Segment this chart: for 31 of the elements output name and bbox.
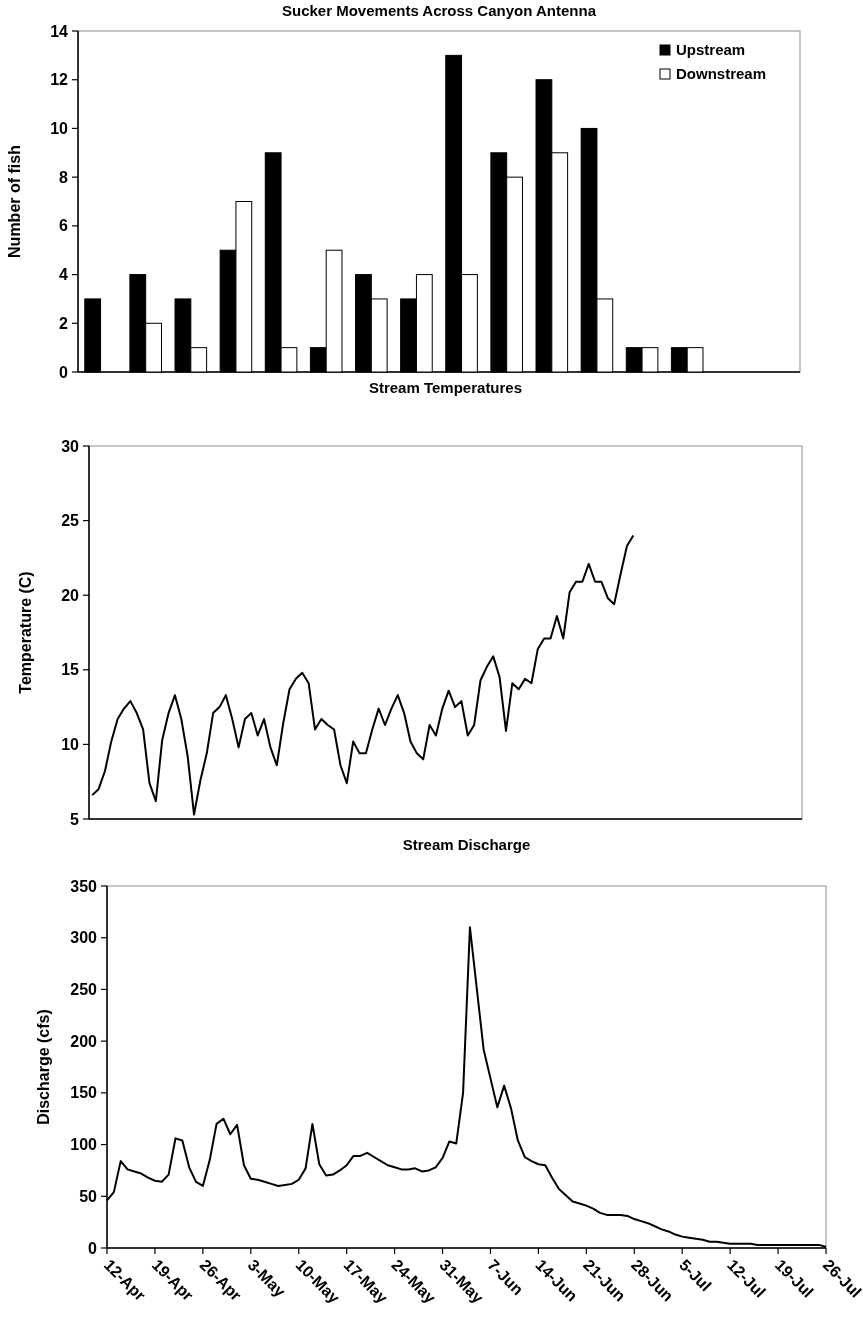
line-series (91, 534, 635, 816)
y-tick-label: 6 (59, 217, 69, 235)
y-tick-label: 25 (61, 512, 80, 530)
y-tick-label: 2 (59, 314, 69, 332)
y-tick-label: 14 (50, 22, 69, 40)
y-tick-label: 200 (70, 1032, 98, 1050)
chart-title: Stream Temperatures (368, 379, 523, 396)
legend-label: Downstream (676, 65, 767, 83)
y-tick-label: 50 (79, 1187, 98, 1205)
y-tick-label: 10 (50, 120, 69, 138)
y-tick-label: 15 (61, 661, 80, 679)
y-tick-label: 8 (59, 168, 69, 186)
y-tick-label: 4 (59, 266, 69, 284)
legend-label: Upstream (676, 41, 746, 59)
y-tick-label: 10 (61, 736, 80, 753)
y-tick-label: 20 (61, 586, 80, 604)
y-tick-label: 300 (70, 929, 98, 947)
y-axis-title: Discharge (cfs) (35, 1009, 52, 1125)
y-tick-label: 100 (70, 1136, 98, 1154)
y-tick-label: 0 (59, 363, 69, 381)
y-tick-label: 0 (88, 1239, 98, 1257)
chart-title: Sucker Movements Across Canyon Antenna (282, 2, 597, 19)
y-tick-label: 12 (50, 71, 69, 89)
y-tick-label: 30 (61, 437, 80, 455)
y-tick-label: 150 (70, 1084, 98, 1102)
y-tick-label: 350 (70, 877, 98, 895)
y-axis-title: Number of fish (6, 145, 23, 258)
y-tick-label: 250 (70, 981, 98, 999)
y-tick-label: 5 (70, 810, 80, 828)
y-axis-title: Temperature (C) (17, 571, 34, 694)
chart-title: Stream Discharge (402, 836, 531, 853)
